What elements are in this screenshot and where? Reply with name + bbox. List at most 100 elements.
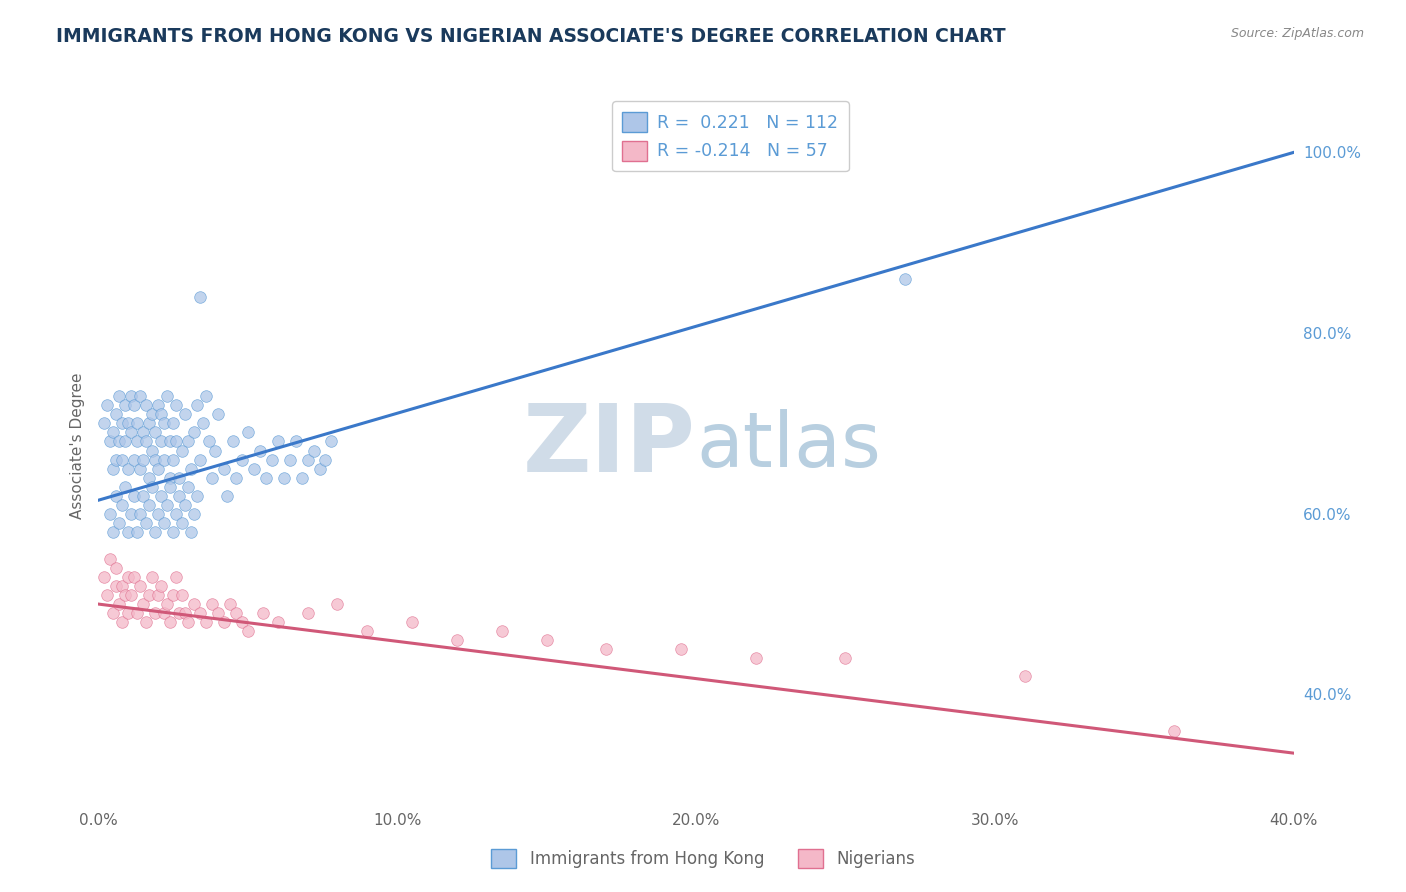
Point	[198, 434, 221, 449]
Point	[127, 434, 149, 449]
Point	[103, 524, 125, 539]
Point	[188, 606, 211, 620]
Point	[120, 507, 142, 521]
Point	[249, 443, 271, 458]
Point	[98, 434, 122, 449]
Point	[669, 642, 692, 657]
Point	[103, 461, 125, 475]
Point	[143, 606, 166, 620]
Point	[138, 498, 160, 512]
Point	[167, 489, 190, 503]
Point	[162, 417, 184, 431]
Point	[129, 579, 152, 593]
Point	[129, 461, 152, 475]
Point	[114, 588, 136, 602]
Point	[105, 452, 128, 467]
Point	[148, 461, 170, 475]
Point	[278, 452, 301, 467]
Point	[225, 470, 247, 484]
Point	[98, 552, 122, 566]
Point	[150, 408, 173, 422]
Point	[183, 597, 205, 611]
Point	[177, 434, 200, 449]
Point	[195, 389, 218, 403]
Point	[143, 452, 166, 467]
Point	[138, 417, 160, 431]
Point	[156, 389, 179, 403]
Point	[745, 651, 768, 665]
Point	[156, 498, 179, 512]
Point	[219, 597, 242, 611]
Point	[291, 470, 314, 484]
Point	[188, 452, 211, 467]
Point	[186, 489, 208, 503]
Point	[135, 516, 157, 530]
Point	[177, 615, 200, 629]
Point	[188, 290, 211, 304]
Point	[129, 507, 152, 521]
Point	[150, 489, 173, 503]
Point	[150, 579, 173, 593]
Point	[132, 489, 155, 503]
Point	[114, 434, 136, 449]
Point	[148, 507, 170, 521]
Point	[207, 408, 229, 422]
Point	[103, 425, 125, 440]
Point	[536, 633, 558, 648]
Point	[162, 524, 184, 539]
Point	[212, 615, 235, 629]
Point	[150, 434, 173, 449]
Point	[108, 389, 131, 403]
Text: atlas: atlas	[696, 409, 880, 483]
Point	[141, 480, 163, 494]
Point	[201, 597, 224, 611]
Point	[186, 398, 208, 412]
Point	[894, 272, 917, 286]
Point	[273, 470, 295, 484]
Text: Source: ZipAtlas.com: Source: ZipAtlas.com	[1230, 27, 1364, 40]
Point	[174, 498, 197, 512]
Point	[225, 606, 247, 620]
Point	[141, 443, 163, 458]
Point	[117, 606, 139, 620]
Text: ZIP: ZIP	[523, 400, 696, 492]
Point	[254, 470, 277, 484]
Point	[127, 524, 149, 539]
Point	[135, 398, 157, 412]
Point	[93, 417, 115, 431]
Point	[105, 579, 128, 593]
Point	[159, 470, 181, 484]
Point	[267, 615, 290, 629]
Point	[120, 389, 142, 403]
Point	[132, 452, 155, 467]
Point	[129, 389, 152, 403]
Point	[212, 461, 235, 475]
Point	[117, 461, 139, 475]
Point	[165, 434, 187, 449]
Point	[105, 408, 128, 422]
Point	[108, 597, 131, 611]
Point	[191, 417, 214, 431]
Point	[834, 651, 856, 665]
Point	[111, 615, 134, 629]
Point	[222, 434, 245, 449]
Text: IMMIGRANTS FROM HONG KONG VS NIGERIAN ASSOCIATE'S DEGREE CORRELATION CHART: IMMIGRANTS FROM HONG KONG VS NIGERIAN AS…	[56, 27, 1005, 45]
Point	[132, 425, 155, 440]
Point	[207, 606, 229, 620]
Point	[120, 425, 142, 440]
Point	[138, 470, 160, 484]
Point	[143, 425, 166, 440]
Point	[165, 398, 187, 412]
Point	[159, 615, 181, 629]
Point	[111, 579, 134, 593]
Point	[162, 588, 184, 602]
Point	[114, 480, 136, 494]
Point	[446, 633, 468, 648]
Point	[141, 570, 163, 584]
Point	[167, 470, 190, 484]
Point	[297, 606, 319, 620]
Point	[308, 461, 330, 475]
Point	[159, 480, 181, 494]
Y-axis label: Associate's Degree: Associate's Degree	[69, 373, 84, 519]
Point	[135, 615, 157, 629]
